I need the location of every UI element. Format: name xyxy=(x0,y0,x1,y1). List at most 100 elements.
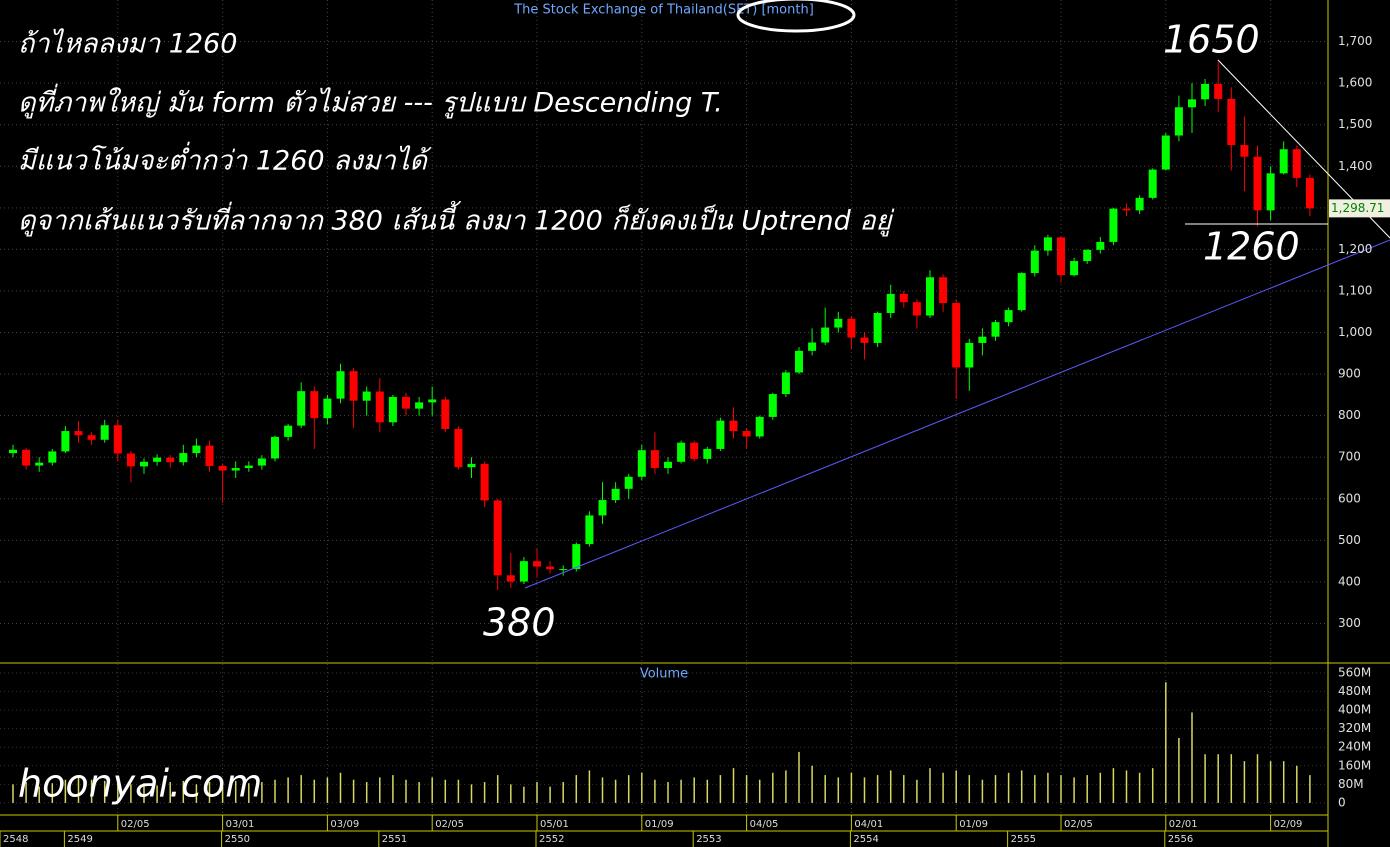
support-trendline xyxy=(524,239,1390,589)
y2-tick-label: 480M xyxy=(1338,684,1371,698)
candle-body xyxy=(808,342,817,351)
candle-body xyxy=(192,445,201,454)
y-tick-label: 1,100 xyxy=(1338,283,1372,297)
candle-body xyxy=(546,566,555,570)
candle-body xyxy=(1188,99,1196,108)
candle-body xyxy=(1201,83,1210,100)
y-tick-label: 600 xyxy=(1338,491,1361,505)
year-label: 2553 xyxy=(696,834,721,845)
level-label: 380 xyxy=(483,601,556,645)
y-tick-label: 1,400 xyxy=(1338,159,1372,173)
candle-body xyxy=(1161,135,1170,170)
year-label: 2550 xyxy=(225,834,250,845)
candle-body xyxy=(454,428,463,468)
candle-body xyxy=(231,468,240,471)
candle-body xyxy=(611,488,620,501)
y-tick-label: 1,600 xyxy=(1338,76,1372,90)
x-tick-label: 01/09 xyxy=(959,819,988,830)
candle-body xyxy=(690,442,699,459)
x-tick-label: 03/01 xyxy=(226,819,255,830)
candle-body xyxy=(218,465,227,471)
candle-body xyxy=(1253,156,1262,211)
candle-body xyxy=(703,448,712,459)
x-tick-label: 05/01 xyxy=(540,819,569,830)
candle-body xyxy=(323,398,332,419)
year-label: 2552 xyxy=(539,834,564,845)
y-tick-label: 700 xyxy=(1338,450,1361,464)
y-tick-label: 900 xyxy=(1338,367,1361,381)
year-label: 2554 xyxy=(853,834,878,845)
candle-body xyxy=(1148,169,1157,198)
candle-body xyxy=(310,391,319,419)
annotation: มีแนวโน้มจะต่ำกว่า 1260 ลงมาได้ xyxy=(18,142,432,177)
candle-body xyxy=(153,457,162,462)
candle-body xyxy=(1030,250,1039,274)
x-tick-label: 01/09 xyxy=(645,819,674,830)
annotation: ถ้าไหลลงมา 1260 xyxy=(18,28,237,60)
candle-body xyxy=(140,461,148,467)
candle-body xyxy=(166,457,175,463)
x-tick-label: 02/09 xyxy=(1274,819,1303,830)
y2-tick-label: 560M xyxy=(1338,665,1371,679)
candle-body xyxy=(1135,197,1144,211)
candle-body xyxy=(22,449,31,466)
y2-tick-label: 80M xyxy=(1338,777,1364,791)
y-tick-label: 1,200 xyxy=(1338,242,1372,256)
candle-body xyxy=(729,420,738,432)
candle-body xyxy=(939,277,948,304)
candle-body xyxy=(978,336,987,343)
candle-body xyxy=(795,350,803,373)
year-label: 2551 xyxy=(382,834,407,845)
volume-title: Volume xyxy=(640,667,688,682)
candle-body xyxy=(991,322,1000,337)
candle-body xyxy=(1292,149,1301,178)
candle-body xyxy=(821,327,830,343)
candle-body xyxy=(1305,177,1314,209)
x-tick-label: 02/01 xyxy=(1169,819,1198,830)
candle-body xyxy=(912,302,921,316)
candle-body xyxy=(1266,173,1275,211)
candle-body xyxy=(886,293,895,314)
candle-body xyxy=(87,435,96,440)
candle-body xyxy=(1057,237,1065,276)
candle-body xyxy=(74,431,83,436)
candle-body xyxy=(506,575,515,582)
annotation: ดูจากเส้นแนวรับที่ลากจาก 380 เส้นนี้ ลงม… xyxy=(18,201,895,238)
x-tick-label: 02/05 xyxy=(1064,819,1093,830)
candle-body xyxy=(1109,208,1118,242)
candle-body xyxy=(480,463,489,501)
candle-body xyxy=(860,337,869,343)
candle-body xyxy=(926,277,934,316)
highlight-ellipse xyxy=(736,0,856,33)
candle-body xyxy=(952,303,961,368)
candle-body xyxy=(61,431,70,452)
year-label: 2549 xyxy=(67,834,92,845)
candle-body xyxy=(637,450,646,477)
candle-body xyxy=(1083,249,1092,262)
y-tick-label: 1,500 xyxy=(1338,117,1372,131)
candle-body xyxy=(559,569,568,571)
y2-tick-label: 400M xyxy=(1338,703,1371,717)
candle-body xyxy=(257,458,266,466)
last-price-box xyxy=(1329,199,1390,218)
y2-tick-label: 240M xyxy=(1338,740,1371,754)
candle-body xyxy=(362,391,371,401)
x-tick-label: 03/09 xyxy=(330,819,359,830)
candle-body xyxy=(1070,261,1079,276)
candle-body xyxy=(768,394,777,417)
candle-body xyxy=(126,453,135,467)
candle-body xyxy=(1122,208,1131,211)
candle-body xyxy=(1096,241,1105,250)
candle-body xyxy=(493,500,502,576)
y-tick-label: 1,000 xyxy=(1338,325,1372,339)
level-label: 1650 xyxy=(1163,18,1260,62)
candle-body xyxy=(271,436,279,459)
candle-body xyxy=(441,399,450,429)
candle-body xyxy=(467,463,476,468)
y2-tick-label: 320M xyxy=(1338,721,1371,735)
candle-body xyxy=(375,391,384,423)
candle-body xyxy=(284,425,293,437)
candle-body xyxy=(1043,237,1052,251)
